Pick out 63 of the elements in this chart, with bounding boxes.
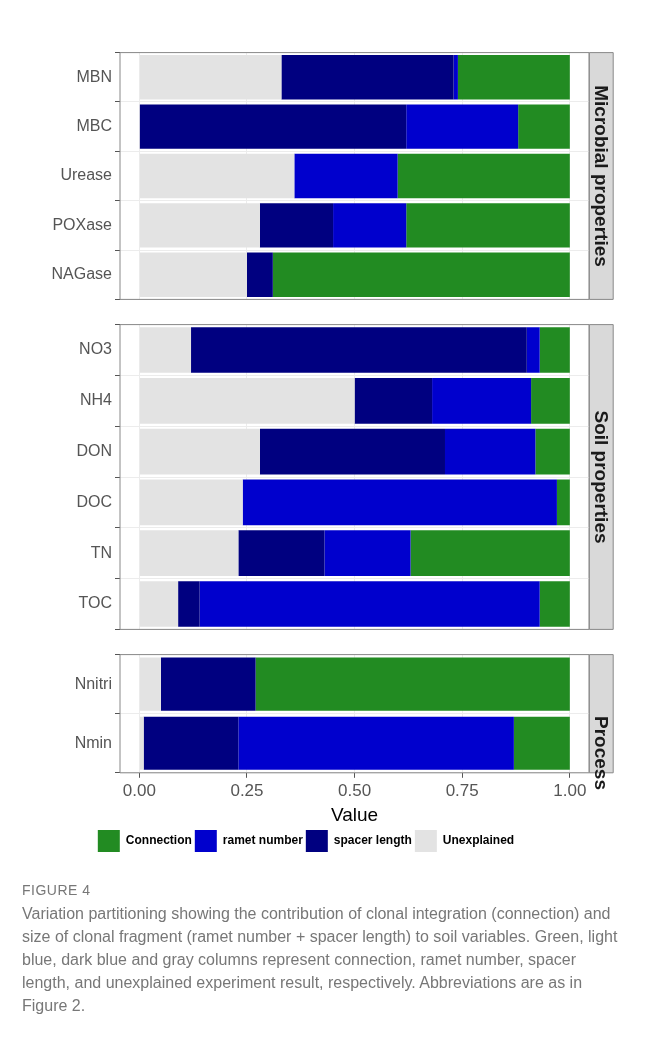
bar xyxy=(445,428,536,475)
bar xyxy=(238,716,514,770)
y-tick-label: NH4 xyxy=(79,391,113,409)
bar xyxy=(246,252,273,297)
bar xyxy=(139,104,407,149)
bar xyxy=(556,479,570,526)
y-tick-label: Urease xyxy=(60,166,113,184)
bar xyxy=(143,716,239,770)
bar xyxy=(539,327,570,373)
y-tick-label: NAGase xyxy=(51,265,113,283)
x-tick-label: 1.00 xyxy=(553,780,587,800)
y-tick-label: DON xyxy=(76,442,112,460)
y-tick-label: Nnitri xyxy=(74,674,112,692)
bar xyxy=(160,657,256,711)
bar xyxy=(238,530,325,577)
bar xyxy=(513,716,570,770)
bar xyxy=(432,377,532,424)
bar xyxy=(281,55,454,100)
x-tick-label: 0.50 xyxy=(338,780,372,800)
bar xyxy=(242,479,557,526)
y-tick-label: MBC xyxy=(76,117,112,135)
bar xyxy=(539,581,570,627)
bar xyxy=(531,377,570,424)
y-tick-label: Nmin xyxy=(74,733,112,751)
legend-label: Connection xyxy=(125,833,192,848)
text: Microbial properties xyxy=(591,85,613,267)
bar xyxy=(354,377,433,424)
bar xyxy=(333,203,407,248)
bar xyxy=(410,530,570,577)
bar xyxy=(406,203,570,248)
x-tick-label: 0.75 xyxy=(445,780,479,800)
text: Process xyxy=(591,716,613,790)
legend-label: spacer length xyxy=(333,833,412,848)
bar xyxy=(199,581,540,627)
bar xyxy=(535,428,570,475)
y-tick-label: TOC xyxy=(78,594,112,612)
bar xyxy=(178,581,200,627)
bar xyxy=(294,153,398,199)
text: Variation partitioning showing the contribution of clonal integration (connection) and size of clonal fragment (ramet number + spacer length) to soil variables. Green, light blue, dark blue and gray columns represent connection, ramet number, spacer length, and unexplained experiment result, respectively. Abbreviations are as in Figure 2. xyxy=(22,904,619,1016)
bar xyxy=(191,327,527,373)
bar xyxy=(518,104,570,149)
y-tick-label: DOC xyxy=(76,492,112,510)
x-tick-label: 0.25 xyxy=(230,780,264,800)
bar xyxy=(324,530,411,577)
legend-label: ramet number xyxy=(222,833,304,848)
bar xyxy=(259,428,445,475)
caption: FIGURE 4 xyxy=(22,882,92,898)
bar xyxy=(397,153,570,199)
y-tick-label: MBN xyxy=(76,67,112,85)
bar xyxy=(272,252,570,297)
y-tick-label: TN xyxy=(90,543,112,561)
legend-label: Unexplained xyxy=(442,833,515,848)
bar xyxy=(259,203,334,248)
text: Soil properties xyxy=(591,410,613,544)
bar xyxy=(406,104,519,149)
x-axis-title: Value xyxy=(331,803,379,825)
bar xyxy=(457,55,570,100)
x-tick-label: 0.00 xyxy=(122,780,156,800)
y-tick-label: NO3 xyxy=(79,340,113,358)
bar xyxy=(526,327,540,373)
y-tick-label: POXase xyxy=(52,215,113,233)
bar xyxy=(255,657,570,711)
bar xyxy=(453,55,458,100)
